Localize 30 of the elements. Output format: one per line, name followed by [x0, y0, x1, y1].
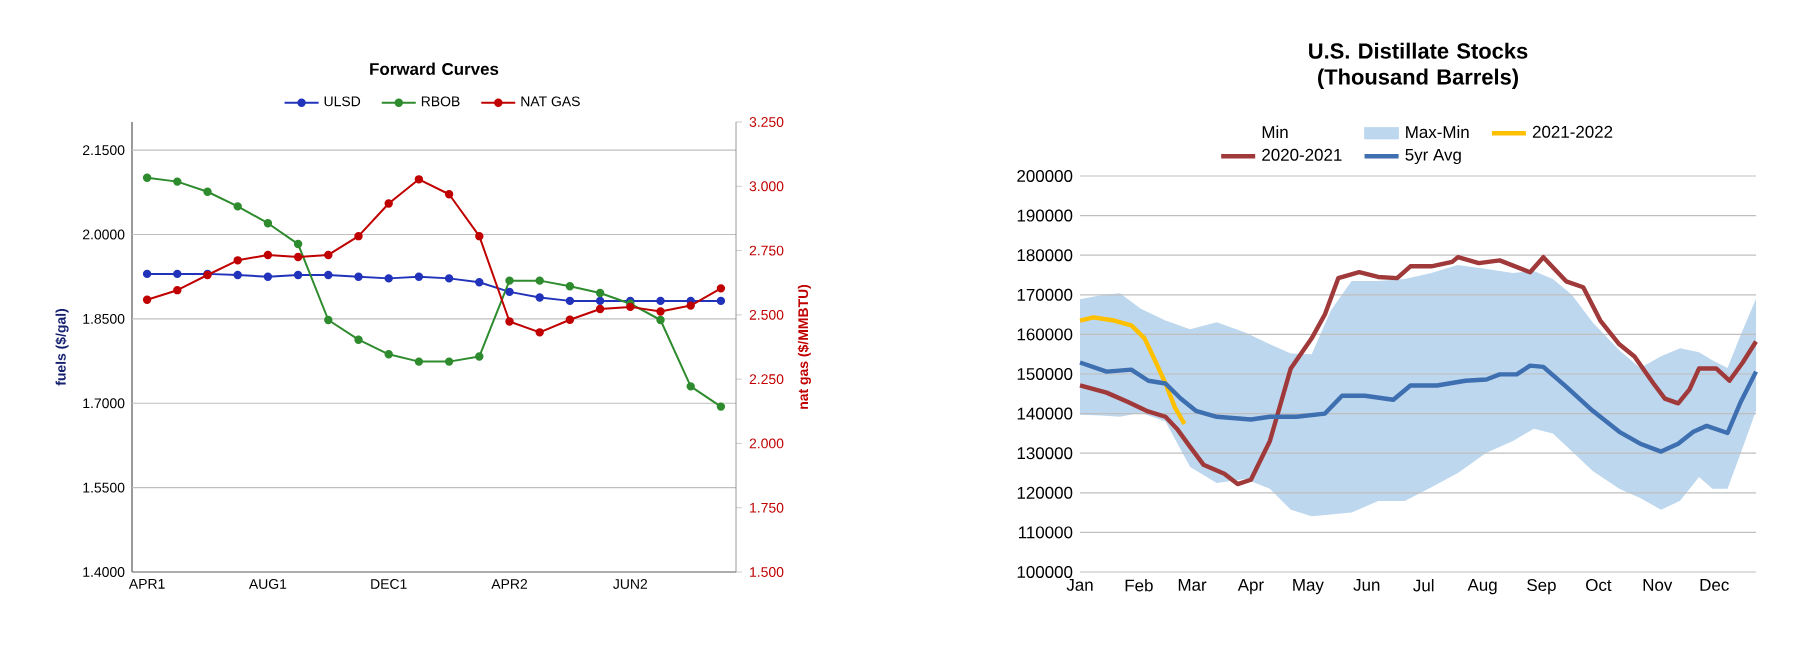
- x-tick-label: Apr: [1237, 579, 1264, 595]
- y-tick-label: 160000: [1017, 328, 1073, 341]
- legend-label: 2020-2021: [1262, 148, 1342, 161]
- y-tick-label: 140000: [1017, 407, 1073, 420]
- y-tick-label: 130000: [1017, 447, 1073, 460]
- y-tick-label: 170000: [1017, 288, 1073, 301]
- x-tick-label: Oct: [1586, 579, 1612, 592]
- y-tick-label: 190000: [1017, 209, 1073, 222]
- legend-label: 2021-2022: [1532, 125, 1613, 138]
- x-tick-label: Nov: [1643, 579, 1673, 591]
- y-tick-label: 150000: [1017, 368, 1073, 380]
- legend-label: 5yr Avg: [1405, 148, 1461, 165]
- x-tick-label: Feb: [1125, 579, 1153, 592]
- chart-title: U.S. Distillate Stocks (Thousand Barrels): [1309, 42, 1528, 89]
- text: Min: [1262, 125, 1288, 138]
- x-tick-label: May: [1293, 579, 1324, 595]
- x-tick-label: Mar: [1178, 579, 1207, 591]
- y-tick-label: 200000: [1017, 170, 1073, 182]
- x-tick-label: Aug: [1467, 579, 1497, 595]
- y-tick-label: 180000: [1017, 249, 1073, 262]
- x-tick-label: Jul: [1413, 579, 1434, 592]
- x-tick-label: Dec: [1700, 579, 1729, 591]
- x-tick-label: Jun: [1353, 579, 1380, 591]
- x-tick-label: Sep: [1527, 579, 1556, 595]
- x-tick-label: Jan: [1066, 579, 1093, 591]
- y-tick-label: 110000: [1019, 526, 1073, 539]
- chart-title: Forward Curves: [370, 62, 499, 75]
- y-tick-label: 100000: [1017, 566, 1073, 578]
- y-tick-label: 120000: [1017, 486, 1073, 499]
- legend-label: Max-Min: [1406, 125, 1469, 139]
